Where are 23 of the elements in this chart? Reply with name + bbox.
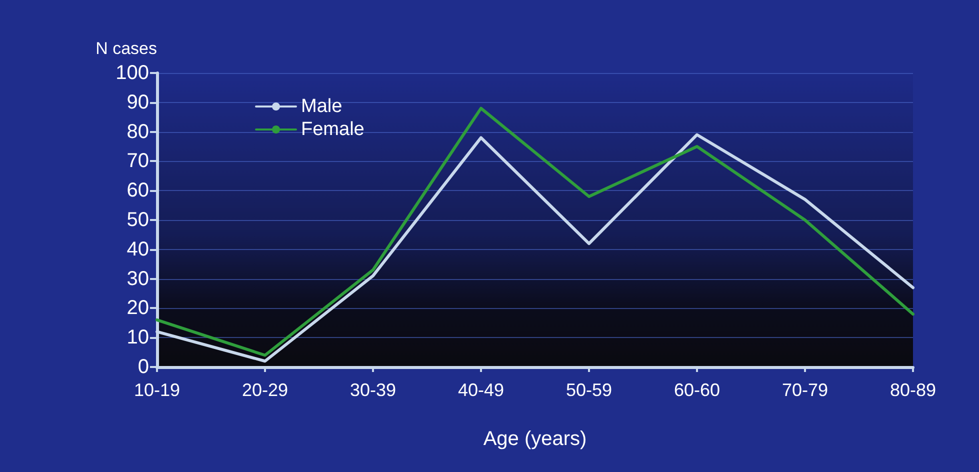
y-tick-label: 60	[126, 180, 149, 202]
x-tick-label: 20-29	[242, 380, 288, 400]
y-tick-label: 0	[138, 356, 149, 378]
x-tick-label: 50-59	[566, 380, 612, 400]
x-tick-label: 10-19	[134, 380, 180, 400]
legend-label: Female	[301, 119, 364, 140]
y-tick-label: 40	[126, 238, 149, 260]
x-tick-label: 70-79	[782, 380, 828, 400]
legend-label: Male	[301, 96, 342, 117]
y-tick-label: 10	[126, 326, 149, 349]
y-tick-label: 80	[126, 120, 149, 143]
y-axis-title: N cases	[96, 39, 157, 58]
y-tick-label: 90	[126, 91, 149, 114]
y-tick-label: 30	[126, 268, 149, 290]
x-tick-label: 40-49	[458, 380, 504, 400]
x-tick-label: 60-60	[674, 380, 720, 400]
y-tick-label: 70	[126, 150, 149, 172]
y-tick-label: 50	[126, 209, 149, 231]
x-tick-label: 80-89	[890, 380, 936, 400]
x-axis-title: Age (years)	[483, 428, 587, 450]
y-tick-label: 20	[126, 297, 149, 320]
y-tick-label: 100	[116, 62, 149, 84]
x-tick-label: 30-39	[350, 380, 396, 400]
